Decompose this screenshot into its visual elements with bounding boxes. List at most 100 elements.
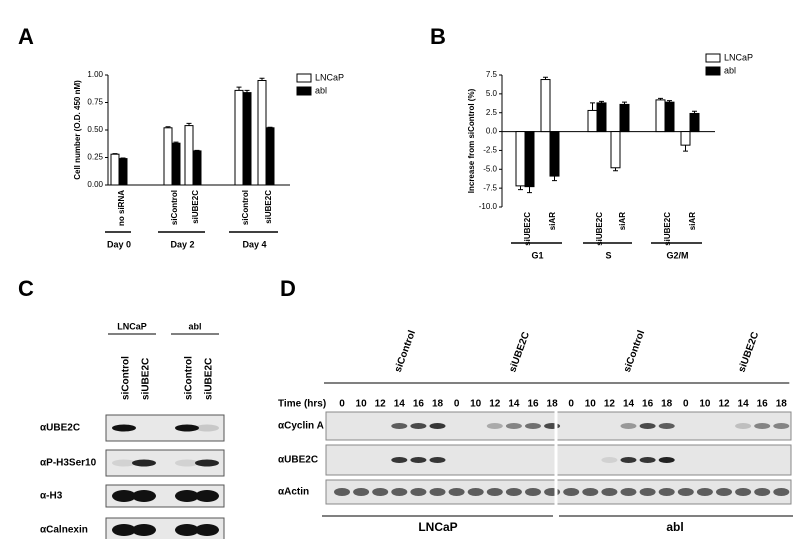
band (544, 423, 561, 429)
error-bar (194, 149, 200, 151)
y-tick-label: 0.75 (87, 98, 103, 107)
cell-line-label: LNCaP (418, 520, 457, 534)
band (334, 488, 350, 496)
band (195, 424, 219, 432)
band (132, 490, 156, 502)
band (112, 490, 136, 502)
row-label: α-H3 (40, 491, 63, 502)
y-tick-label: 2.5 (486, 108, 498, 117)
condition-label: siUBE2C (737, 330, 762, 373)
y-tick-label: 7.5 (486, 70, 498, 79)
band (353, 488, 370, 496)
time-label: 12 (489, 399, 501, 410)
time-label: 18 (661, 399, 673, 410)
time-label: 18 (547, 399, 559, 410)
error-bar (112, 153, 118, 155)
band (410, 423, 427, 429)
error-bar (667, 100, 672, 103)
cell-line-label: abl (666, 520, 683, 534)
group-label: Day 4 (242, 239, 266, 249)
x-tick-label: no siRNA (117, 190, 126, 226)
time-label: 16 (527, 399, 539, 410)
time-label: 14 (623, 399, 635, 410)
group-label: S (605, 250, 611, 260)
time-label: 10 (585, 399, 597, 410)
time-label: 16 (757, 399, 769, 410)
band (132, 459, 156, 467)
band (639, 488, 656, 496)
legend-swatch (296, 73, 312, 83)
legend-label: LNCaP (724, 52, 753, 62)
x-tick-label: siAR (548, 212, 557, 230)
bar (596, 102, 607, 133)
bar (163, 127, 173, 186)
error-bar (692, 110, 697, 114)
legend-label: abl (724, 65, 736, 75)
bar (540, 79, 551, 133)
band (525, 488, 541, 496)
x-tick-label: siUBE2C (523, 212, 532, 246)
condition-label: siUBE2C (507, 330, 532, 373)
error-bar (259, 77, 265, 81)
bar (118, 158, 128, 186)
x-tick-label: siUBE2C (663, 212, 672, 246)
y-axis-label: Cell number (O.D. 450 nM) (73, 80, 82, 180)
lane-label: siUBE2C (204, 358, 215, 400)
time-label: 0 (568, 399, 574, 410)
band (620, 457, 637, 463)
y-tick-label: 0.00 (87, 180, 103, 189)
bar (655, 99, 666, 133)
time-label: 14 (738, 399, 750, 410)
error-bar (165, 126, 171, 128)
band (658, 488, 675, 496)
legend-swatch (296, 86, 312, 96)
band (175, 490, 199, 502)
y-axis-label: Increase from siControl (%) (467, 88, 476, 193)
band (195, 490, 219, 502)
x-tick-label: siControl (241, 190, 250, 225)
band (773, 488, 790, 496)
time-label: 14 (394, 399, 406, 410)
time-label: 18 (432, 399, 444, 410)
x-tick-label: siAR (618, 212, 627, 230)
group-label: G2/M (666, 250, 688, 260)
x-tick-label: siUBE2C (595, 212, 604, 246)
bar (265, 127, 275, 186)
time-label: 16 (642, 399, 654, 410)
lane-label: siControl (184, 356, 195, 400)
y-tick-label: 0.50 (87, 125, 103, 134)
error-bar (173, 141, 179, 144)
row-label: αActin (278, 487, 309, 498)
band (195, 524, 219, 536)
error-bar (120, 157, 126, 159)
time-label: 12 (604, 399, 616, 410)
bar (680, 131, 691, 146)
bar (171, 142, 181, 186)
legend-label: LNCaP (315, 72, 344, 82)
error-bar (518, 185, 523, 191)
group-label: Day 2 (170, 239, 194, 249)
x-tick-label: siUBE2C (191, 190, 200, 224)
band (486, 423, 503, 429)
condition-label: siControl (622, 329, 647, 374)
error-bar (236, 86, 242, 91)
band (486, 488, 503, 496)
band (563, 488, 580, 496)
band (754, 423, 771, 429)
bar (664, 101, 675, 133)
group-label: G1 (531, 250, 543, 260)
error-bar (186, 122, 192, 126)
error-bar (527, 186, 532, 194)
time-label: 0 (454, 399, 460, 410)
band (601, 488, 618, 496)
band (525, 423, 541, 429)
time-axis-label: Time (hrs) (278, 399, 326, 410)
band (696, 488, 713, 496)
bar (192, 150, 202, 186)
band (372, 488, 389, 496)
time-label: 16 (413, 399, 425, 410)
panel-label: D (280, 276, 296, 301)
error-bar (552, 176, 557, 182)
band (735, 488, 752, 496)
